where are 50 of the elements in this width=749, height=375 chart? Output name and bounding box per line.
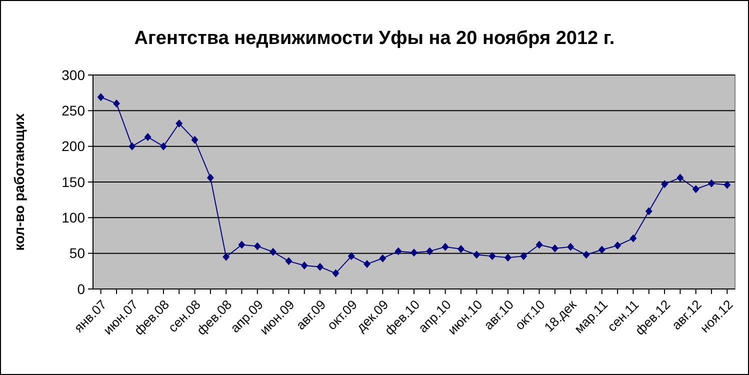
y-tick-label: 250 xyxy=(62,102,86,119)
point xyxy=(426,247,434,256)
point xyxy=(270,248,277,256)
point xyxy=(144,133,152,142)
point xyxy=(661,180,668,188)
point xyxy=(332,269,340,278)
point xyxy=(630,234,637,242)
point xyxy=(191,136,198,144)
point xyxy=(724,180,731,189)
point xyxy=(300,261,308,270)
point xyxy=(379,254,386,262)
point xyxy=(473,250,480,259)
point xyxy=(112,100,120,108)
point xyxy=(394,247,402,256)
y-tick-label: 0 xyxy=(77,280,86,297)
point xyxy=(442,242,449,251)
point xyxy=(551,244,558,252)
point xyxy=(708,179,716,188)
point xyxy=(97,93,104,102)
point xyxy=(206,174,214,182)
point xyxy=(536,240,543,249)
point xyxy=(238,240,246,249)
point xyxy=(645,207,652,216)
y-tick-label: 300 xyxy=(62,66,86,83)
point xyxy=(222,252,230,261)
point xyxy=(676,174,684,182)
point xyxy=(504,254,512,262)
point xyxy=(520,252,528,260)
point xyxy=(160,142,167,150)
point xyxy=(614,241,622,250)
point xyxy=(364,260,371,268)
point xyxy=(316,262,324,271)
point xyxy=(285,257,292,266)
point xyxy=(128,142,136,150)
point xyxy=(254,242,261,250)
y-tick-label: 200 xyxy=(62,138,86,154)
y-tick-label: 50 xyxy=(69,245,86,262)
point xyxy=(488,252,496,260)
point xyxy=(176,120,183,128)
point xyxy=(692,185,700,194)
point xyxy=(348,252,355,260)
point xyxy=(457,245,464,254)
chart-title: Агентства недвижимости Уфы на 20 ноября 2012 г. xyxy=(134,28,615,49)
y-axis-title: кол-во работающих xyxy=(11,113,27,251)
point xyxy=(567,242,574,251)
point xyxy=(598,246,606,254)
point xyxy=(410,248,418,257)
point xyxy=(582,250,590,259)
y-tick-label: 100 xyxy=(62,210,86,226)
y-tick-label: 150 xyxy=(62,174,86,190)
